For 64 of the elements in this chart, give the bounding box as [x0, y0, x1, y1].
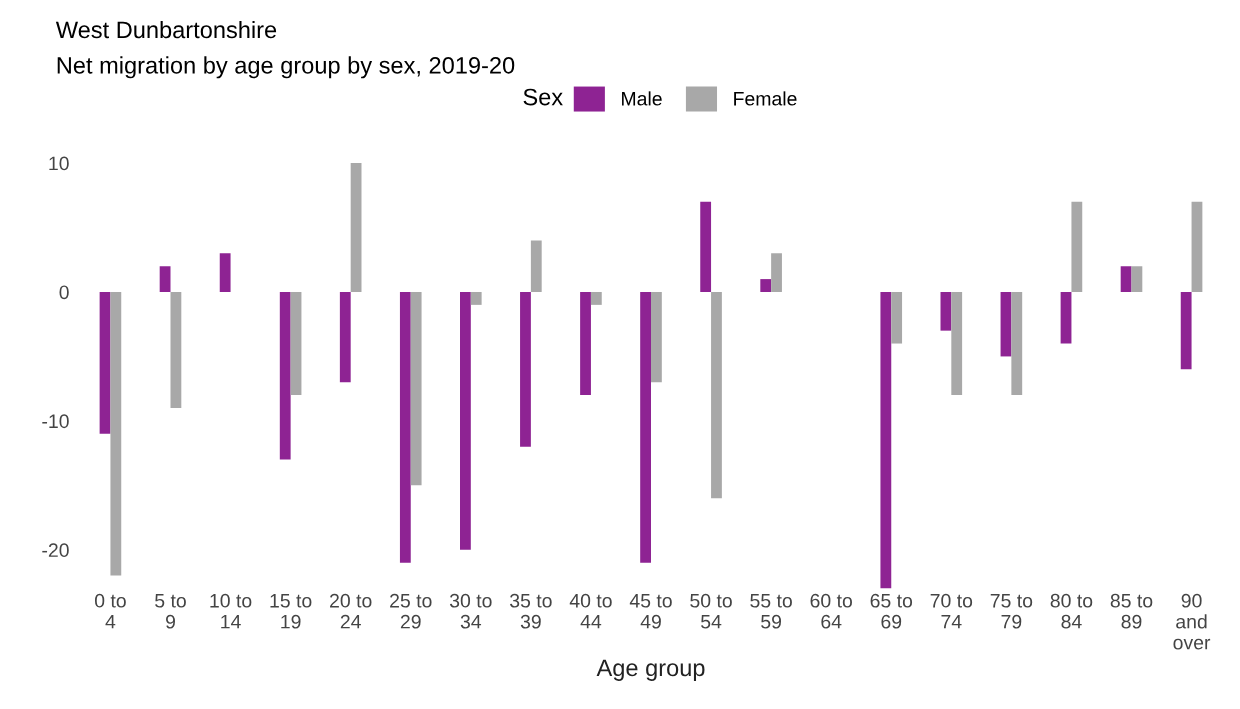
bar — [940, 291, 952, 331]
legend-title: Sex — [523, 88, 563, 106]
x-tick-label: 70 to 74 — [930, 593, 973, 629]
bar — [1000, 291, 1012, 357]
bar — [159, 266, 171, 292]
bar — [1060, 291, 1072, 344]
bar — [590, 291, 602, 305]
bar — [99, 291, 111, 434]
bar — [520, 291, 531, 447]
bar — [1180, 291, 1192, 370]
bar — [290, 291, 302, 396]
bar — [530, 240, 542, 292]
bar — [1071, 201, 1083, 292]
bar — [880, 291, 892, 589]
x-tick-label: 40 to 44 — [569, 593, 612, 629]
bar — [219, 253, 231, 292]
x-tick-label: 90 and over — [1173, 593, 1211, 650]
x-tick-label: 15 to 19 — [270, 594, 312, 629]
y-tick-label: 10 — [49, 156, 69, 171]
bar — [110, 291, 122, 576]
x-tick-label: 75 to 79 — [990, 594, 1033, 629]
chart-title: West Dunbartonshire — [55, 20, 277, 39]
bar — [350, 163, 362, 292]
bar — [640, 291, 651, 563]
legend-label: Female — [734, 91, 797, 106]
bar — [580, 291, 591, 396]
x-tick-label: 35 to 39 — [510, 593, 552, 629]
x-tick-label: 5 to 9 — [155, 594, 186, 629]
bar — [891, 291, 903, 344]
bar — [170, 291, 182, 408]
bar — [460, 291, 471, 550]
bar — [339, 291, 351, 383]
x-tick-label: 10 to 14 — [210, 593, 252, 629]
bar — [470, 291, 482, 305]
legend-label: Male — [622, 91, 662, 106]
x-tick-label: 55 to 59 — [750, 594, 792, 629]
x-tick-label: 30 to 34 — [449, 593, 492, 629]
bar — [760, 279, 772, 292]
bar — [771, 253, 782, 292]
x-tick-label: 65 to 69 — [870, 593, 913, 629]
bar — [1120, 266, 1132, 292]
bar — [1011, 291, 1023, 396]
bar — [700, 201, 712, 292]
bar — [410, 291, 422, 486]
chart-subtitle: Net migration by age group by sex, 2019-20 — [57, 56, 515, 79]
bar — [711, 291, 722, 499]
bar — [651, 291, 662, 383]
y-tick-label: -10 — [42, 414, 69, 429]
x-tick-label: 0 to 4 — [94, 593, 126, 629]
x-tick-label: 85 to 89 — [1110, 593, 1153, 629]
x-tick-label: 80 to 84 — [1050, 593, 1093, 629]
y-tick-label: 0 — [59, 285, 69, 300]
x-tick-label: 25 to 29 — [390, 593, 432, 629]
bar — [1131, 266, 1143, 292]
x-tick-label: 45 to 49 — [629, 594, 672, 629]
x-tick-label: 50 to 54 — [690, 593, 732, 629]
bar — [399, 291, 411, 563]
x-tick-label: 60 to 64 — [810, 593, 852, 629]
y-tick-label: -20 — [42, 543, 69, 558]
x-axis-title: Age group — [596, 659, 705, 681]
bar — [279, 291, 291, 460]
bar — [1191, 201, 1203, 292]
x-tick-label: 20 to 24 — [330, 593, 372, 629]
bar — [951, 291, 963, 396]
